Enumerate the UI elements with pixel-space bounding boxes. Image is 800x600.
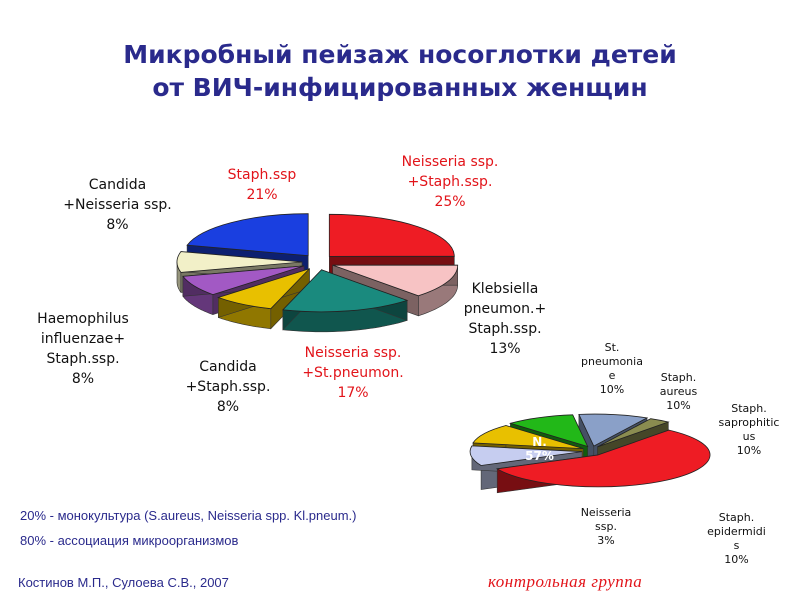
main-pie-slice-3 <box>282 269 409 333</box>
slice-label-line: 10% <box>666 399 691 412</box>
slice-label-line: +St.pneumon. <box>302 365 404 381</box>
control-pie-slice-1 <box>496 429 711 494</box>
slice-label-line: influenzae+ <box>40 331 126 347</box>
slice-label-line: +Staph.ssp. <box>185 379 271 395</box>
slice-label-line: St. <box>604 341 620 354</box>
slice-label-line: N. <box>532 435 547 449</box>
slice-label-line: Neisseria ssp. <box>401 154 499 170</box>
slice-label-line: pneumonia <box>581 355 643 368</box>
slice-label-line: 8% <box>71 371 95 387</box>
slice-label-line: s <box>733 539 740 552</box>
control-slice-label-1: N. 57% <box>512 435 567 463</box>
control-pie-chart <box>469 413 711 494</box>
slice-label-line: saprophitic <box>718 416 780 429</box>
slice-label-line: +Neisseria ssp. <box>63 197 172 213</box>
slice-label-line: Haemophilus <box>37 311 129 327</box>
slice-label-line: Staph. <box>718 511 755 524</box>
control-slice-label-6: Neisseria ssp. 3% <box>561 506 651 548</box>
slice-label-line: us <box>742 430 756 443</box>
main-slice-label-4: Candida +Staph.ssp. 8% <box>168 357 288 417</box>
slice-label-line: Klebsiella <box>471 281 539 297</box>
slice-label-line: Candida <box>199 359 257 375</box>
slice-label-line: Staph. <box>660 371 697 384</box>
main-slice-label-6: Candida +Neisseria ssp. 8% <box>45 175 190 235</box>
page-title-line-1: Микробный пейзаж носоглотки детей <box>123 40 677 69</box>
slice-label-line: epidermidi <box>707 525 766 538</box>
slice-label-line: Staph.ssp. <box>468 321 542 337</box>
slice-label-line: Staph.ssp. <box>46 351 120 367</box>
control-group-label: контрольная группа <box>488 572 643 591</box>
main-slice-label-5: Haemophilus influenzae+ Staph.ssp. 8% <box>18 309 148 389</box>
slice-label-line: 57% <box>525 449 554 463</box>
slice-label-line: 10% <box>599 383 625 396</box>
slice-label-line: 8% <box>106 217 129 233</box>
main-slice-label-3: Neisseria ssp. +St.pneumon. 17% <box>283 343 423 403</box>
slice-label-line: e <box>608 369 616 382</box>
main-pie-chart <box>176 213 459 333</box>
slice-label-line: Candida <box>88 177 147 193</box>
slice-label-line: pneumon.+ <box>463 301 547 317</box>
slice-label-line: Neisseria <box>580 506 632 519</box>
note-monoculture: 20% - монокультура (S.aureus, Neisseria … <box>20 508 357 523</box>
slice-label-line: 17% <box>337 385 369 401</box>
slice-label-line: 8% <box>216 399 240 415</box>
slice-label-line: aureus <box>659 385 698 398</box>
slice-label-line: Staph. <box>731 402 767 415</box>
control-slice-label-4: Staph. saprophitic us 10% <box>704 402 794 458</box>
slice-label-line: 13% <box>489 341 521 357</box>
note-association: 80% - ассоциация микроорганизмов <box>20 533 239 548</box>
control-slice-label-2: St. pneumonia e 10% <box>567 341 657 397</box>
main-slice-label-2: Klebsiella pneumon.+ Staph.ssp. 13% <box>440 279 570 359</box>
slice-label-line: Staph.ssp <box>227 167 297 183</box>
slice-label-line: +Staph.ssp. <box>407 174 493 190</box>
slice-label-line: 3% <box>597 534 615 547</box>
page-title-line-2: от ВИЧ-инфицированных женщин <box>152 73 648 102</box>
slice-label-line: 10% <box>724 553 749 566</box>
control-slice-label-5: Staph. epidermidi s 10% <box>694 511 779 567</box>
slice-label-line: Neisseria ssp. <box>304 345 402 361</box>
slice-label-line: 25% <box>434 194 466 210</box>
slice-label-line: 21% <box>246 187 278 203</box>
slice-label-line: 10% <box>736 444 762 457</box>
slice-label-line: ssp. <box>595 520 617 533</box>
page-title: Микробный пейзаж носоглотки детей от ВИЧ… <box>0 38 800 104</box>
control-slice-label-3: Staph. aureus 10% <box>646 371 711 413</box>
main-slice-label-7: Staph.ssp 21% <box>212 165 312 205</box>
author-citation: Костинов М.П., Сулоева С.В., 2007 <box>18 575 229 590</box>
main-slice-label-1: Neisseria ssp. +Staph.ssp. 25% <box>360 152 540 212</box>
